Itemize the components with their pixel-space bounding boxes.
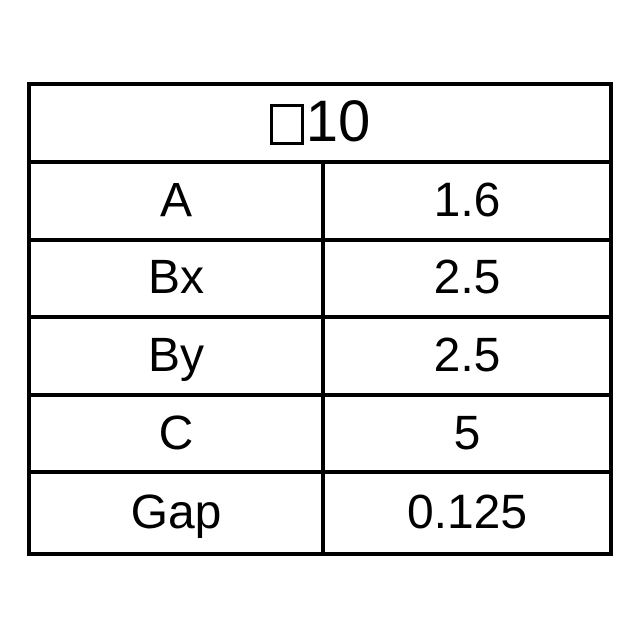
row-value-bx: 2.5 (325, 242, 609, 316)
table-row: C 5 (31, 397, 609, 475)
table-row: By 2.5 (31, 319, 609, 397)
row-value-gap: 0.125 (325, 474, 609, 552)
row-label-by: By (31, 319, 325, 393)
table-row: Gap 0.125 (31, 474, 609, 552)
row-value-c: 5 (325, 397, 609, 471)
table-header-cell: 10 (270, 94, 371, 152)
table-row: Bx 2.5 (31, 242, 609, 320)
row-label-bx: Bx (31, 242, 325, 316)
row-label-gap: Gap (31, 474, 325, 552)
row-value-a: 1.6 (325, 164, 609, 238)
row-value-by: 2.5 (325, 319, 609, 393)
row-label-c: C (31, 397, 325, 471)
parameter-table: 10 A 1.6 Bx 2.5 By 2.5 C 5 Gap 0.1 (27, 82, 613, 556)
table-header-number: 10 (306, 93, 371, 151)
row-label-a: A (31, 164, 325, 238)
screenshot-canvas: 10 A 1.6 Bx 2.5 By 2.5 C 5 Gap 0.1 (0, 0, 640, 640)
table-row: A 1.6 (31, 164, 609, 242)
table-header-row: 10 (31, 86, 609, 164)
missing-glyph-box-icon (270, 104, 304, 145)
table-body: A 1.6 Bx 2.5 By 2.5 C 5 Gap 0.125 (31, 164, 609, 552)
